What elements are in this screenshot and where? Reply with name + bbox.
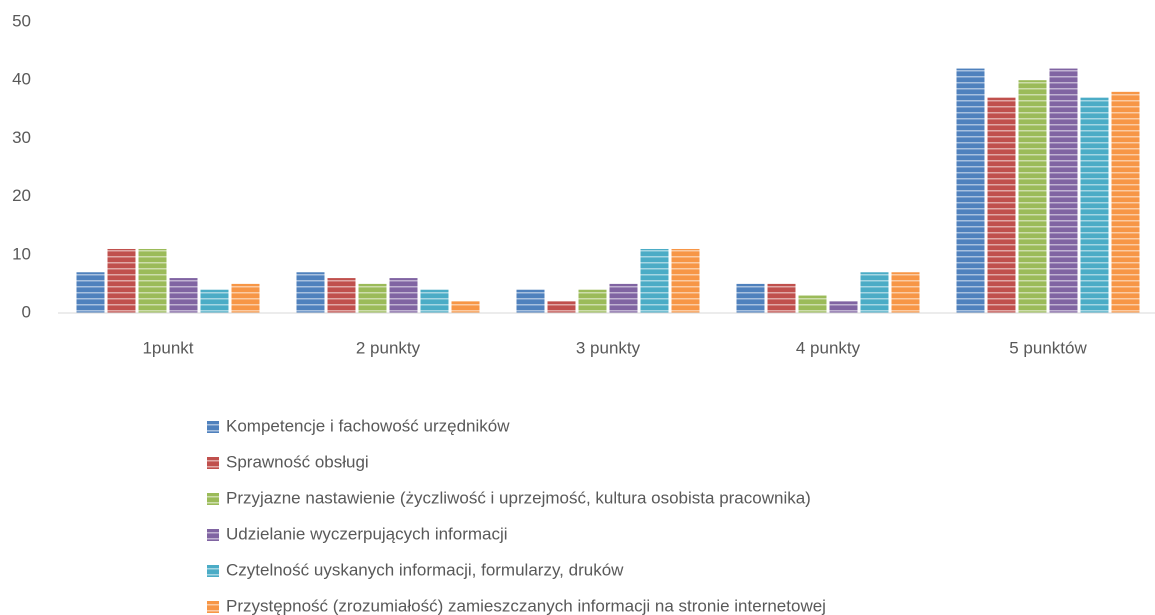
bar xyxy=(609,283,638,313)
bar xyxy=(1018,80,1047,313)
bar xyxy=(420,289,449,313)
x-tick-label: 3 punkty xyxy=(576,338,641,357)
bar xyxy=(798,295,827,313)
y-tick-label: 30 xyxy=(12,128,31,147)
bar xyxy=(891,272,920,313)
legend-swatch xyxy=(207,493,219,505)
bar xyxy=(389,278,418,313)
bar xyxy=(1111,91,1140,313)
bar xyxy=(1049,68,1078,313)
x-tick-label: 4 punkty xyxy=(796,338,861,357)
y-tick-label: 40 xyxy=(12,70,31,89)
bar xyxy=(138,248,167,313)
y-tick-label: 0 xyxy=(22,302,31,321)
bar xyxy=(169,278,198,313)
legend-label: Udzielanie wyczerpujących informacji xyxy=(226,524,508,543)
bar xyxy=(231,283,260,313)
x-tick-label: 1punkt xyxy=(142,338,193,357)
y-tick-label: 50 xyxy=(12,11,31,30)
legend-swatch xyxy=(207,457,219,469)
legend-label: Przyjazne nastawienie (życzliwość i uprz… xyxy=(226,488,811,507)
legend-label: Czytelność uyskanych informacji, formula… xyxy=(226,560,624,579)
bar xyxy=(547,301,576,313)
legend-swatch xyxy=(207,529,219,541)
bar xyxy=(671,248,700,313)
bar xyxy=(451,301,480,313)
bar xyxy=(1080,97,1109,313)
bar xyxy=(829,301,858,313)
bar xyxy=(107,248,136,313)
bar xyxy=(640,248,669,313)
legend-swatch xyxy=(207,565,219,577)
legend-label: Kompetencje i fachowość urzędników xyxy=(226,416,510,435)
legend-label: Przystępność (zrozumiałość) zamieszczany… xyxy=(226,596,826,615)
legend-swatch xyxy=(207,601,219,613)
bar xyxy=(200,289,229,313)
bar xyxy=(767,283,796,313)
bar xyxy=(736,283,765,313)
bar xyxy=(76,272,105,313)
x-tick-label: 5 punktów xyxy=(1009,338,1087,357)
legend-label: Sprawność obsługi xyxy=(226,452,369,471)
bar xyxy=(296,272,325,313)
bar xyxy=(987,97,1016,313)
bar xyxy=(327,278,356,313)
bar xyxy=(956,68,985,313)
y-tick-label: 20 xyxy=(12,186,31,205)
x-tick-label: 2 punkty xyxy=(356,338,421,357)
bar xyxy=(358,283,387,313)
bar xyxy=(516,289,545,313)
bar xyxy=(578,289,607,313)
bar xyxy=(860,272,889,313)
y-tick-label: 10 xyxy=(12,244,31,263)
legend-swatch xyxy=(207,421,219,433)
